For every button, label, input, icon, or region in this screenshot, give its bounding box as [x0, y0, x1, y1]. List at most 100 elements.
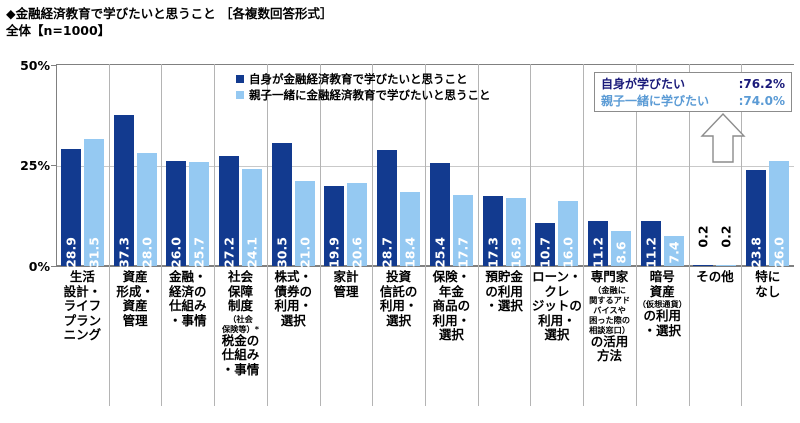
bar: 31.5 — [83, 138, 104, 268]
bar: 26.0 — [769, 160, 790, 268]
bar: 0.2 — [693, 225, 714, 266]
bar-value-label: 37.3 — [116, 237, 132, 268]
page-title: ◆金融経済教育で学びたいと思うこと ［各複数回答形式］ — [6, 6, 333, 21]
bar-group: 28.9 31.5 — [56, 64, 109, 268]
bar-value-label: 20.6 — [349, 237, 365, 268]
x-label-text: 預貯金 の利用 ・選択 — [485, 269, 523, 313]
bar: 27.2 — [219, 156, 240, 268]
legend-swatch-self — [236, 75, 244, 83]
bar-value-label: 7.4 — [666, 241, 682, 264]
bar-value-label: 11.2 — [590, 237, 606, 268]
x-axis-category-label: 家計 管理 — [319, 268, 373, 418]
bar-value-label: 21.0 — [297, 237, 313, 268]
x-axis-category-label: 特に なし — [741, 268, 794, 418]
x-label-text: 社会 保障 制度 — [228, 269, 254, 313]
x-axis-line — [56, 265, 794, 267]
bar-value-label: 26.0 — [771, 237, 787, 268]
bar-group: 26.0 25.7 — [161, 64, 214, 406]
tick-0 — [51, 266, 57, 267]
y-tick-label: 25% — [20, 158, 50, 173]
x-axis-category-label: 預貯金 の利用 ・選択 — [477, 268, 531, 418]
bar: 10.7 — [535, 222, 556, 268]
x-label-text: 株式・ 債券の 利用・ 選択 — [274, 269, 312, 328]
legend-item-parentchild: 親子一緒に金融経済教育で学びたいと思うこと — [236, 88, 491, 102]
header: ◆金融経済教育で学びたいと思うこと ［各複数回答形式］ 全体【n=1000】 — [6, 6, 332, 39]
bar-value-label: 30.5 — [274, 237, 290, 268]
bar-group: 17.3 16.9 — [477, 64, 531, 406]
bar: 26.0 — [166, 160, 187, 268]
bar: 20.6 — [347, 182, 368, 268]
x-label-text: ローン・ クレ ジットの 利用・ 選択 — [531, 269, 582, 342]
tick-50 — [51, 65, 57, 66]
bar: 16.9 — [505, 197, 526, 268]
x-axis-category-label: 株式・ 債券の 利用・ 選択 — [266, 268, 320, 418]
x-label-text: 資産 形成・ 資産 管理 — [116, 269, 154, 328]
bar-value-label: 23.8 — [748, 237, 764, 268]
bar: 11.2 — [640, 220, 661, 268]
bar-value-label: 10.7 — [537, 237, 553, 268]
legend-swatch-parentchild — [236, 91, 244, 99]
bar: 24.1 — [242, 168, 263, 268]
callout-label-parentchild: 親子一緒に学びたい — [601, 94, 710, 108]
x-label-text: 家計 管理 — [333, 269, 359, 299]
x-label-text: 専門家 — [590, 269, 629, 284]
callout-value-self: :76.2% — [738, 77, 785, 91]
bar-value-label: 27.2 — [221, 237, 237, 268]
bar: 17.7 — [452, 194, 473, 268]
bar: 28.7 — [377, 150, 398, 268]
tick-25 — [51, 165, 57, 166]
bar-group: 37.3 28.0 — [108, 64, 162, 406]
bar-group: 28.7 18.4 — [372, 64, 425, 406]
bar-value-label: 17.7 — [455, 237, 471, 268]
legend-label-parentchild: 親子一緒に金融経済教育で学びたいと思うこと — [249, 88, 491, 102]
bar-value-label: 0.2 — [695, 225, 711, 248]
bar-value-label: 25.4 — [432, 237, 448, 268]
x-axis-category-label: 生活 設計・ ライフ プラン ニング — [56, 268, 109, 418]
x-label-text-tail: の利用 ・選択 — [643, 308, 682, 338]
x-axis-category-label: 資産 形成・ 資産 管理 — [108, 268, 162, 418]
bar-group: 11.2 7.4 — [635, 64, 689, 406]
x-axis-category-label: 専門家 （金融に 関するアド バイスや 困った際の 相談窓口） の活用 方法 — [583, 268, 636, 418]
bar-group: 25.4 17.7 — [425, 64, 478, 406]
bar: 25.7 — [189, 162, 210, 268]
bar-group: 23.8 26.0 — [741, 64, 794, 406]
x-label-text-tail: 税金の 仕組み ・事情 — [221, 332, 260, 377]
bar: 7.4 — [663, 236, 684, 266]
x-label-text: 暗号 資産 — [649, 269, 675, 299]
bar: 17.3 — [482, 196, 503, 268]
callout-up-arrow-icon — [700, 112, 746, 163]
bar-value-label: 0.2 — [718, 225, 734, 248]
bar: 28.9 — [60, 149, 81, 268]
x-label-subtext: （仮想通貨） — [637, 299, 687, 309]
legend: 自身が金融経済教育で学びたいと思うこと 親子一緒に金融経済教育で学びたいと思うこ… — [236, 72, 491, 104]
bar-value-label: 18.4 — [402, 237, 418, 268]
bar-group: 27.2 24.1 — [214, 64, 267, 406]
bar: 19.9 — [324, 185, 345, 268]
x-label-text: 生活 設計・ ライフ プラン ニング — [63, 269, 102, 342]
bar-value-label: 16.9 — [508, 237, 524, 268]
bar-groups: 28.9 31.5 37.3 28.0 26.0 25.7 27.2 24.1 30.5 21.0… — [56, 64, 794, 406]
x-label-subtext: （金融に 関するアド バイスや 困った際の 相談窓口） — [589, 284, 631, 335]
bar: 8.6 — [611, 231, 632, 266]
bar-group: 30.5 21.0 — [266, 64, 320, 406]
callout-label-self: 自身が学びたい — [601, 77, 686, 91]
x-axis-category-label: その他 — [688, 268, 742, 418]
x-label-text-tail: の活用 方法 — [590, 333, 629, 363]
x-label-text: 投資 信託の 利用・ 選択 — [379, 269, 418, 328]
bar-value-label: 8.6 — [613, 241, 629, 264]
bar-value-label: 24.1 — [244, 237, 260, 268]
bar-group: 11.2 8.6 — [583, 64, 636, 406]
x-axis-labels: 生活 設計・ ライフ プラン ニング 資産 形成・ 資産 管理 金融・ 経済の 仕組み ・事情 社会 保障制… — [56, 268, 794, 418]
summary-callout: 自身が学びたい :76.2% 親子一緒に学びたい :74.0% — [594, 72, 792, 112]
bar-value-label: 11.2 — [643, 237, 659, 268]
bar: 21.0 — [294, 181, 315, 268]
bar: 23.8 — [746, 169, 767, 268]
y-tick-label: 50% — [20, 58, 50, 73]
bar: 37.3 — [113, 115, 134, 268]
legend-item-self: 自身が金融経済教育で学びたいと思うこと — [236, 72, 491, 86]
bar: 30.5 — [271, 142, 292, 268]
x-axis-category-label: 保険・ 年金 商品の 利用・ 選択 — [425, 268, 478, 418]
callout-value-parentchild: :74.0% — [738, 94, 785, 108]
bar-value-label: 26.0 — [168, 237, 184, 268]
x-axis-category-label: 社会 保障 制度 （社会 保険等）* 税金の 仕組み ・事情 — [214, 268, 267, 418]
